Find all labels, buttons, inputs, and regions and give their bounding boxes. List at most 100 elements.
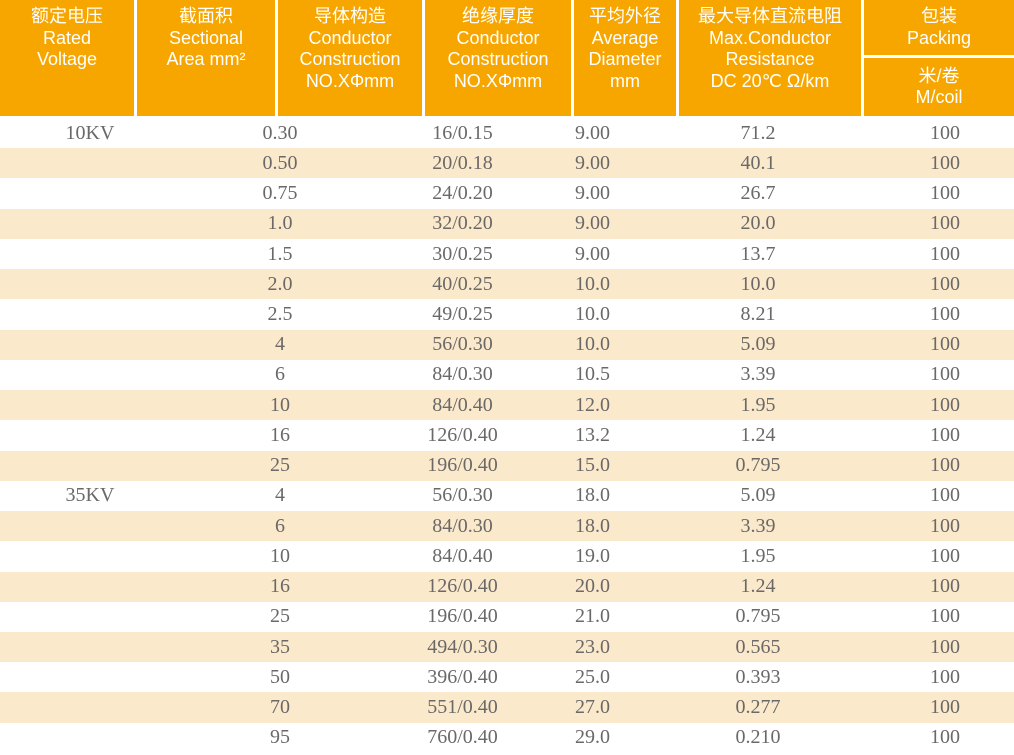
cell-max-resistance: 0.393 [735,665,781,688]
cell-conductor-construction: 49/0.25 [432,303,493,326]
cell-conductor-construction: 20/0.18 [432,151,493,174]
cell-rated-voltage [0,541,180,571]
cell-sectional-area: 95 [270,726,290,749]
cell-packing: 100 [930,121,960,144]
header-insulation-thickness: 绝缘厚度 Conductor Construction NO.XΦmm [425,0,571,116]
cell-sectional-area: 2.5 [267,303,293,326]
cell-rated-voltage [0,572,180,602]
table-row: 0.50 20/0.18 9.00 40.1 100 [0,148,1014,179]
cell-packing: 100 [930,333,960,356]
cell-average-diameter: 10.0 [575,303,610,326]
cell-conductor-construction: 32/0.20 [432,212,493,235]
cell-average-diameter: 10.5 [575,363,610,386]
cell-conductor-construction: 30/0.25 [432,242,493,265]
table-row: 4 56/0.30 10.0 5.09 100 [0,329,1014,360]
table-row: 6 84/0.30 10.5 3.39 100 [0,359,1014,391]
cell-average-diameter: 18.0 [575,514,610,537]
cell-packing: 100 [930,303,960,326]
table-row: 0.75 24/0.20 9.00 26.7 100 [0,178,1014,209]
cell-packing: 100 [930,484,960,507]
cell-rated-voltage [0,511,180,541]
cell-sectional-area: 50 [270,665,290,688]
cell-average-diameter: 9.00 [575,121,610,144]
cell-average-diameter: 9.00 [575,242,610,265]
cell-conductor-construction: 84/0.30 [432,514,493,537]
table-row: 16 126/0.40 20.0 1.24 100 [0,571,1014,602]
cell-packing: 100 [930,726,960,749]
cell-sectional-area: 2.0 [267,272,293,295]
table-row: 35KV 4 56/0.30 18.0 5.09 100 [0,480,1014,512]
cell-packing: 100 [930,182,960,205]
table-row: 1.0 32/0.20 9.00 20.0 100 [0,208,1014,239]
cell-max-resistance: 71.2 [740,121,776,144]
cell-average-diameter: 19.0 [575,544,610,567]
cell-max-resistance: 3.39 [740,363,776,386]
cell-rated-voltage: 35KV [65,484,115,507]
header-packing-group: 包装 Packing 米/卷 M/coil [864,0,1014,116]
cell-rated-voltage [0,239,180,269]
cell-packing: 100 [930,665,960,688]
table-row: 25 196/0.40 21.0 0.795 100 [0,601,1014,632]
cell-rated-voltage [0,723,180,753]
cell-conductor-construction: 16/0.15 [432,121,493,144]
cell-max-resistance: 10.0 [740,272,776,295]
header-conductor-construction: 导体构造 Conductor Construction NO.XΦmm [278,0,422,116]
cell-max-resistance: 3.39 [740,514,776,537]
cell-sectional-area: 1.5 [267,242,293,265]
cell-conductor-construction: 84/0.40 [432,544,493,567]
table-row: 1.5 30/0.25 9.00 13.7 100 [0,238,1014,270]
cell-average-diameter: 29.0 [575,726,610,749]
cell-packing: 100 [930,272,960,295]
cell-max-resistance: 8.21 [740,303,776,326]
cell-max-resistance: 26.7 [740,182,776,205]
table-row: 10 84/0.40 12.0 1.95 100 [0,390,1014,421]
cell-average-diameter: 13.2 [575,423,610,446]
cell-rated-voltage [0,692,180,722]
cell-average-diameter: 23.0 [575,635,610,658]
cell-sectional-area: 25 [270,605,290,628]
cell-max-resistance: 1.24 [740,575,776,598]
table-body: 10KV 0.30 16/0.15 9.00 71.2 100 0.50 20/… [0,118,1014,753]
cell-sectional-area: 25 [270,454,290,477]
cell-packing: 100 [930,423,960,446]
cell-conductor-construction: 56/0.30 [432,484,493,507]
cell-rated-voltage [0,420,180,450]
table-row: 50 396/0.40 25.0 0.393 100 [0,662,1014,693]
table-row: 25 196/0.40 15.0 0.795 100 [0,450,1014,481]
cell-sectional-area: 1.0 [267,212,293,235]
cell-packing: 100 [930,514,960,537]
header-rated-voltage: 额定电压 Rated Voltage [0,0,134,116]
cell-conductor-construction: 126/0.40 [427,575,498,598]
cell-max-resistance: 5.09 [740,333,776,356]
table-row: 95 760/0.40 29.0 0.210 100 [0,722,1014,753]
cell-packing: 100 [930,212,960,235]
table-row: 16 126/0.40 13.2 1.24 100 [0,420,1014,451]
header-average-diameter: 平均外径 Average Diameter mm [574,0,676,116]
cell-max-resistance: 20.0 [740,212,776,235]
cell-rated-voltage [0,360,180,390]
cell-rated-voltage [0,390,180,420]
cell-conductor-construction: 84/0.30 [432,363,493,386]
cell-packing: 100 [930,544,960,567]
cell-conductor-construction: 56/0.30 [432,333,493,356]
cell-rated-voltage [0,299,180,329]
cell-sectional-area: 4 [275,333,285,356]
cell-sectional-area: 16 [270,575,290,598]
cell-rated-voltage [0,330,180,360]
cell-rated-voltage [0,209,180,239]
cell-packing: 100 [930,242,960,265]
cell-average-diameter: 20.0 [575,575,610,598]
cell-average-diameter: 9.00 [575,151,610,174]
cell-sectional-area: 0.30 [262,121,298,144]
cell-conductor-construction: 24/0.20 [432,182,493,205]
cell-packing: 100 [930,151,960,174]
table-row: 35 494/0.30 23.0 0.565 100 [0,631,1014,663]
cell-sectional-area: 10 [270,544,290,567]
cell-sectional-area: 10 [270,393,290,416]
cell-sectional-area: 4 [275,484,285,507]
cell-conductor-construction: 84/0.40 [432,393,493,416]
table-row: 2.5 49/0.25 10.0 8.21 100 [0,299,1014,330]
cell-average-diameter: 21.0 [575,605,610,628]
cell-conductor-construction: 494/0.30 [427,635,498,658]
cell-average-diameter: 9.00 [575,212,610,235]
